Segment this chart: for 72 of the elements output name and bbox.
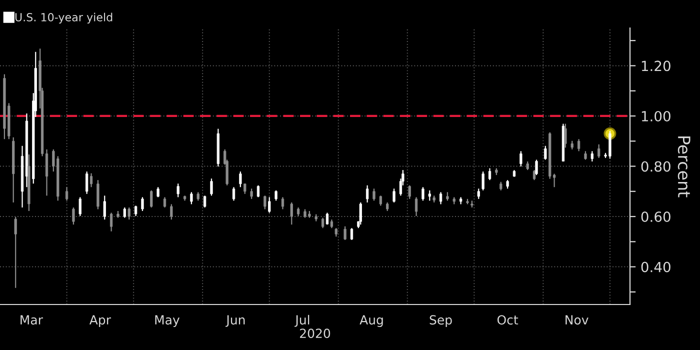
candlestick	[244, 183, 246, 194]
y-tick-label: 0.40	[641, 262, 670, 272]
candlestick	[268, 196, 271, 214]
candlestick	[103, 195, 106, 220]
candlestick	[176, 183, 180, 198]
legend-label: U.S. 10-year yield	[15, 12, 112, 24]
candlestick	[366, 184, 369, 203]
y-tick-label: 1.00	[642, 110, 670, 122]
candlestick	[110, 212, 113, 232]
candlestick	[90, 172, 93, 188]
candlestick	[590, 150, 594, 162]
candlestick	[281, 196, 284, 210]
candlestick	[488, 168, 492, 181]
y-tick-label: 0.80	[641, 161, 670, 172]
candlestick	[232, 186, 236, 202]
x-tick-label: Aug	[360, 315, 383, 328]
candlestick	[290, 202, 293, 226]
candlestick	[274, 190, 278, 202]
candlestick	[256, 184, 260, 198]
x-tick-label: Apr	[89, 315, 111, 328]
x-tick-label: Mar	[20, 315, 43, 325]
candlestick	[379, 195, 382, 206]
candlestick	[156, 186, 160, 198]
candlestick	[564, 123, 567, 148]
x-tick-label: Nov	[566, 315, 588, 325]
candlestick	[535, 159, 538, 176]
candlestick	[96, 180, 100, 210]
candlestick	[544, 145, 547, 160]
candlestick	[350, 228, 354, 240]
candlestick	[408, 184, 411, 200]
y-tick-label: 0.60	[641, 211, 670, 222]
candlestick	[128, 206, 130, 220]
candlestick	[482, 170, 484, 191]
candlestick	[321, 217, 324, 229]
candlestick	[134, 205, 138, 217]
candlestick	[598, 144, 600, 159]
candlestick	[414, 196, 418, 217]
x-tick-label: Jun	[226, 315, 245, 327]
candlestick	[65, 186, 68, 202]
candlestick	[123, 206, 126, 218]
candlestick	[577, 138, 580, 152]
candlestick	[203, 195, 206, 208]
x-tick-label: Jul	[294, 314, 310, 327]
candlestick	[150, 190, 153, 208]
candlestick	[85, 170, 88, 194]
candlestick	[439, 192, 442, 205]
candlestick	[520, 150, 522, 168]
x-axis-title: 2020	[300, 328, 330, 338]
x-tick-label: Sep	[430, 315, 452, 328]
candlestick	[392, 188, 396, 203]
candlestick	[359, 202, 362, 226]
candlestick	[14, 216, 17, 288]
candlestick	[45, 148, 48, 196]
candlestick	[210, 178, 213, 196]
x-tick-label: Oct	[497, 315, 518, 325]
candlestick	[163, 196, 166, 208]
candlestick	[428, 190, 431, 202]
candlestick	[477, 188, 480, 200]
candlestick	[78, 196, 82, 217]
candlestick	[344, 226, 346, 240]
candlestick	[250, 188, 253, 200]
x-tick-label: May	[155, 315, 180, 328]
candlestick	[72, 206, 75, 226]
candlestick	[264, 195, 266, 210]
y-axis-title: Percent	[678, 136, 690, 198]
candlestick	[372, 188, 376, 202]
y-tick-label: 1.20	[642, 60, 670, 72]
candlestick	[141, 196, 144, 212]
candlestick	[190, 192, 193, 205]
candlestick	[170, 204, 173, 220]
candlestick	[422, 186, 424, 202]
candlestick	[239, 170, 242, 188]
